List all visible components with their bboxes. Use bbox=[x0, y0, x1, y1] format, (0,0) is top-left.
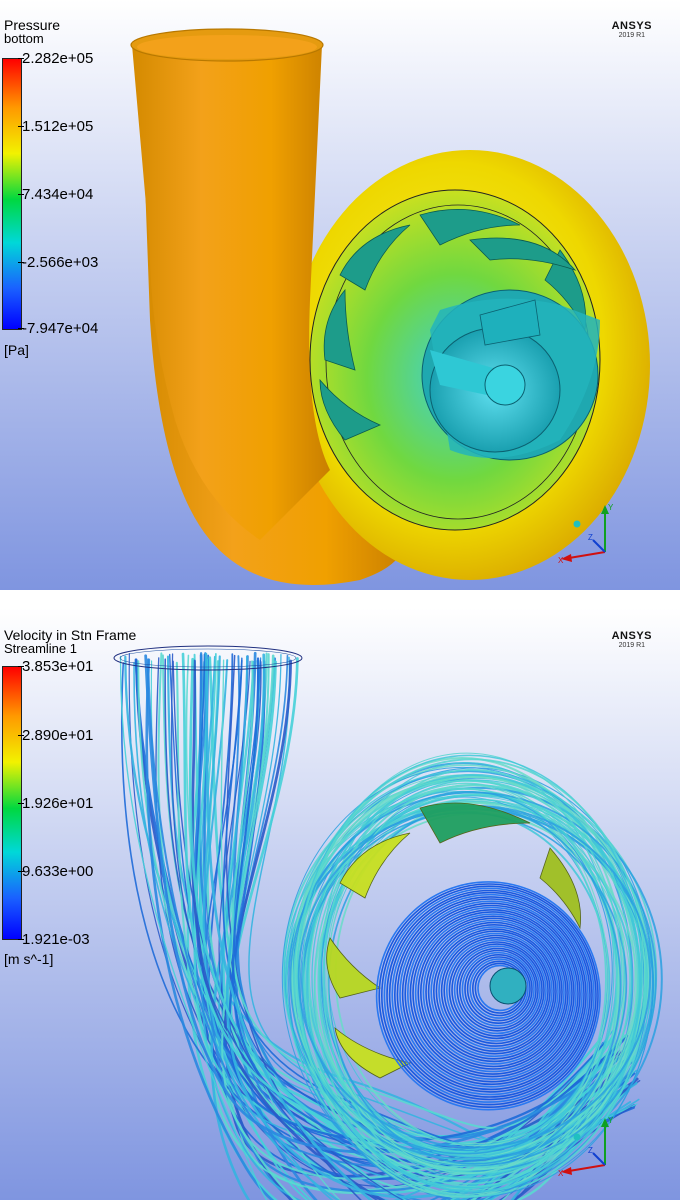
legend-tick-max: 2.282e+05 bbox=[17, 50, 94, 67]
vortex-streamline bbox=[453, 945, 541, 1035]
axis-label-y: Y bbox=[608, 1116, 614, 1125]
legend-tick-min: 1.921e-03 bbox=[18, 931, 90, 948]
vortex-streamline bbox=[406, 906, 577, 1080]
vortex-streamline bbox=[427, 923, 561, 1060]
legend-tick-2: 1.512e+05 bbox=[17, 118, 94, 135]
legend-tick-max: 3.853e+01 bbox=[17, 658, 94, 675]
streamline bbox=[295, 777, 646, 1166]
velocity-viewport[interactable]: Velocity in Stn Frame Streamline 1 3.853… bbox=[0, 608, 680, 1200]
axis-label-z: Z bbox=[588, 1146, 593, 1155]
vortex-streamline bbox=[388, 891, 591, 1098]
streamline bbox=[327, 784, 609, 1174]
legend-unit: [m s^-1] bbox=[4, 951, 54, 967]
pump-pressure-render[interactable] bbox=[0, 0, 680, 590]
vortex-streamline bbox=[469, 958, 529, 1019]
logo-brand: ANSYS bbox=[611, 630, 652, 642]
streamline bbox=[121, 662, 626, 1162]
streamline bbox=[144, 654, 631, 1154]
vortex-streamline bbox=[375, 881, 601, 1111]
legend-variable-title: Pressure bbox=[4, 17, 61, 33]
logo-brand: ANSYS bbox=[611, 20, 652, 32]
logo-version: 2019 R1 bbox=[618, 32, 646, 39]
vortex-streamline bbox=[458, 949, 537, 1030]
vortex-streamline bbox=[432, 928, 557, 1055]
ansys-logo: ANSYS 2019 R1 bbox=[612, 20, 652, 39]
legend-unit: [Pa] bbox=[4, 342, 29, 358]
vortex-streamline bbox=[401, 902, 581, 1086]
pump-streamline-render[interactable] bbox=[0, 608, 680, 1200]
vortex-streamline bbox=[409, 909, 575, 1078]
vortex-streamline bbox=[451, 943, 543, 1037]
axis-label-y: Y bbox=[608, 503, 614, 512]
vortex-streamline bbox=[443, 936, 549, 1045]
vortex-streamline bbox=[445, 938, 547, 1042]
vortex-streamline bbox=[414, 913, 571, 1073]
vortex-streamline bbox=[417, 915, 569, 1070]
ansys-logo: ANSYS 2019 R1 bbox=[612, 630, 652, 649]
streamline bbox=[232, 657, 616, 1155]
vortex-streamline bbox=[383, 887, 595, 1103]
axis-triad: Y X Z bbox=[558, 503, 614, 565]
vortex-streamline bbox=[438, 932, 553, 1050]
streamline bbox=[322, 768, 623, 1188]
vortex-streamline bbox=[386, 889, 593, 1101]
streamline bbox=[119, 655, 607, 1200]
axis-label-z: Z bbox=[588, 533, 593, 542]
vortex-streamline bbox=[393, 896, 587, 1093]
vortex-streamline bbox=[399, 900, 583, 1088]
vortex-streamline bbox=[391, 893, 589, 1096]
vortex-streamline bbox=[461, 951, 535, 1027]
vortex-streamline bbox=[440, 934, 551, 1047]
vortex-streamline bbox=[412, 911, 573, 1075]
vortex-streamline bbox=[456, 947, 539, 1032]
streamline bbox=[305, 773, 641, 1193]
logo-version: 2019 R1 bbox=[618, 642, 646, 649]
streamline bbox=[321, 790, 613, 1152]
legend-tick-4: 9.633e+00 bbox=[17, 863, 94, 880]
streamline bbox=[296, 758, 648, 1198]
vortex-streamline bbox=[380, 885, 597, 1106]
streamline bbox=[210, 659, 638, 1200]
streamline bbox=[302, 752, 631, 1191]
legend-tick-4: -2.566e+03 bbox=[17, 254, 99, 271]
vortex-streamline bbox=[404, 904, 579, 1083]
streamline bbox=[289, 791, 657, 1167]
axis-triad: Y X Z bbox=[558, 1116, 614, 1178]
vortex-streamline bbox=[430, 926, 559, 1058]
legend-variable-title: Velocity in Stn Frame bbox=[4, 627, 137, 643]
vortex-streamline bbox=[466, 956, 531, 1022]
pressure-viewport[interactable]: Pressure bottom 2.282e+05 1.512e+05 7.43… bbox=[0, 0, 680, 590]
legend-location-subtitle: Streamline 1 bbox=[4, 641, 77, 656]
vortex-streamline bbox=[378, 883, 599, 1108]
vortex-streamline bbox=[419, 917, 567, 1068]
vortex-streamline bbox=[422, 919, 565, 1065]
axis-label-x: X bbox=[558, 1169, 564, 1178]
vortex-streamline bbox=[464, 953, 533, 1024]
panel-separator bbox=[0, 590, 680, 608]
legend-tick-3: 7.434e+04 bbox=[17, 186, 94, 203]
vortex-streamline bbox=[396, 898, 585, 1091]
legend-tick-2: 2.890e+01 bbox=[17, 727, 94, 744]
legend-tick-3: 1.926e+01 bbox=[17, 795, 94, 812]
vortex-streamline bbox=[425, 921, 563, 1063]
streamline bbox=[290, 775, 650, 1171]
legend-tick-min: -7.947e+04 bbox=[17, 320, 99, 337]
vortex-streamline bbox=[435, 930, 555, 1053]
legend-location-subtitle: bottom bbox=[4, 31, 44, 46]
axis-label-x: X bbox=[558, 556, 564, 565]
streamline bbox=[292, 780, 639, 1185]
vortex-streamline bbox=[448, 941, 545, 1040]
streamline bbox=[193, 658, 637, 1147]
